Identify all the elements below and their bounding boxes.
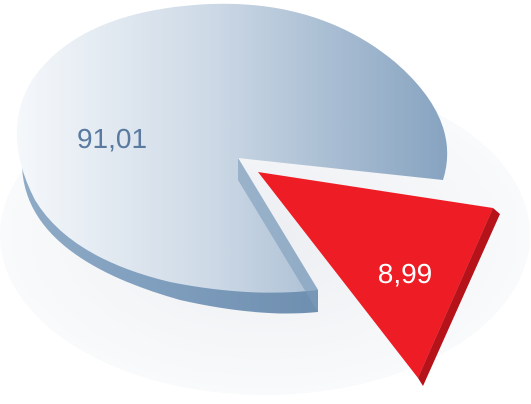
slice-label-small: 8,99 bbox=[378, 258, 433, 289]
slice-small bbox=[258, 172, 493, 378]
slice-large-cut bbox=[238, 158, 318, 312]
slice-small-edge bbox=[418, 208, 500, 386]
slice-label-large: 91,01 bbox=[77, 123, 147, 154]
slice-large bbox=[16, 3, 448, 293]
